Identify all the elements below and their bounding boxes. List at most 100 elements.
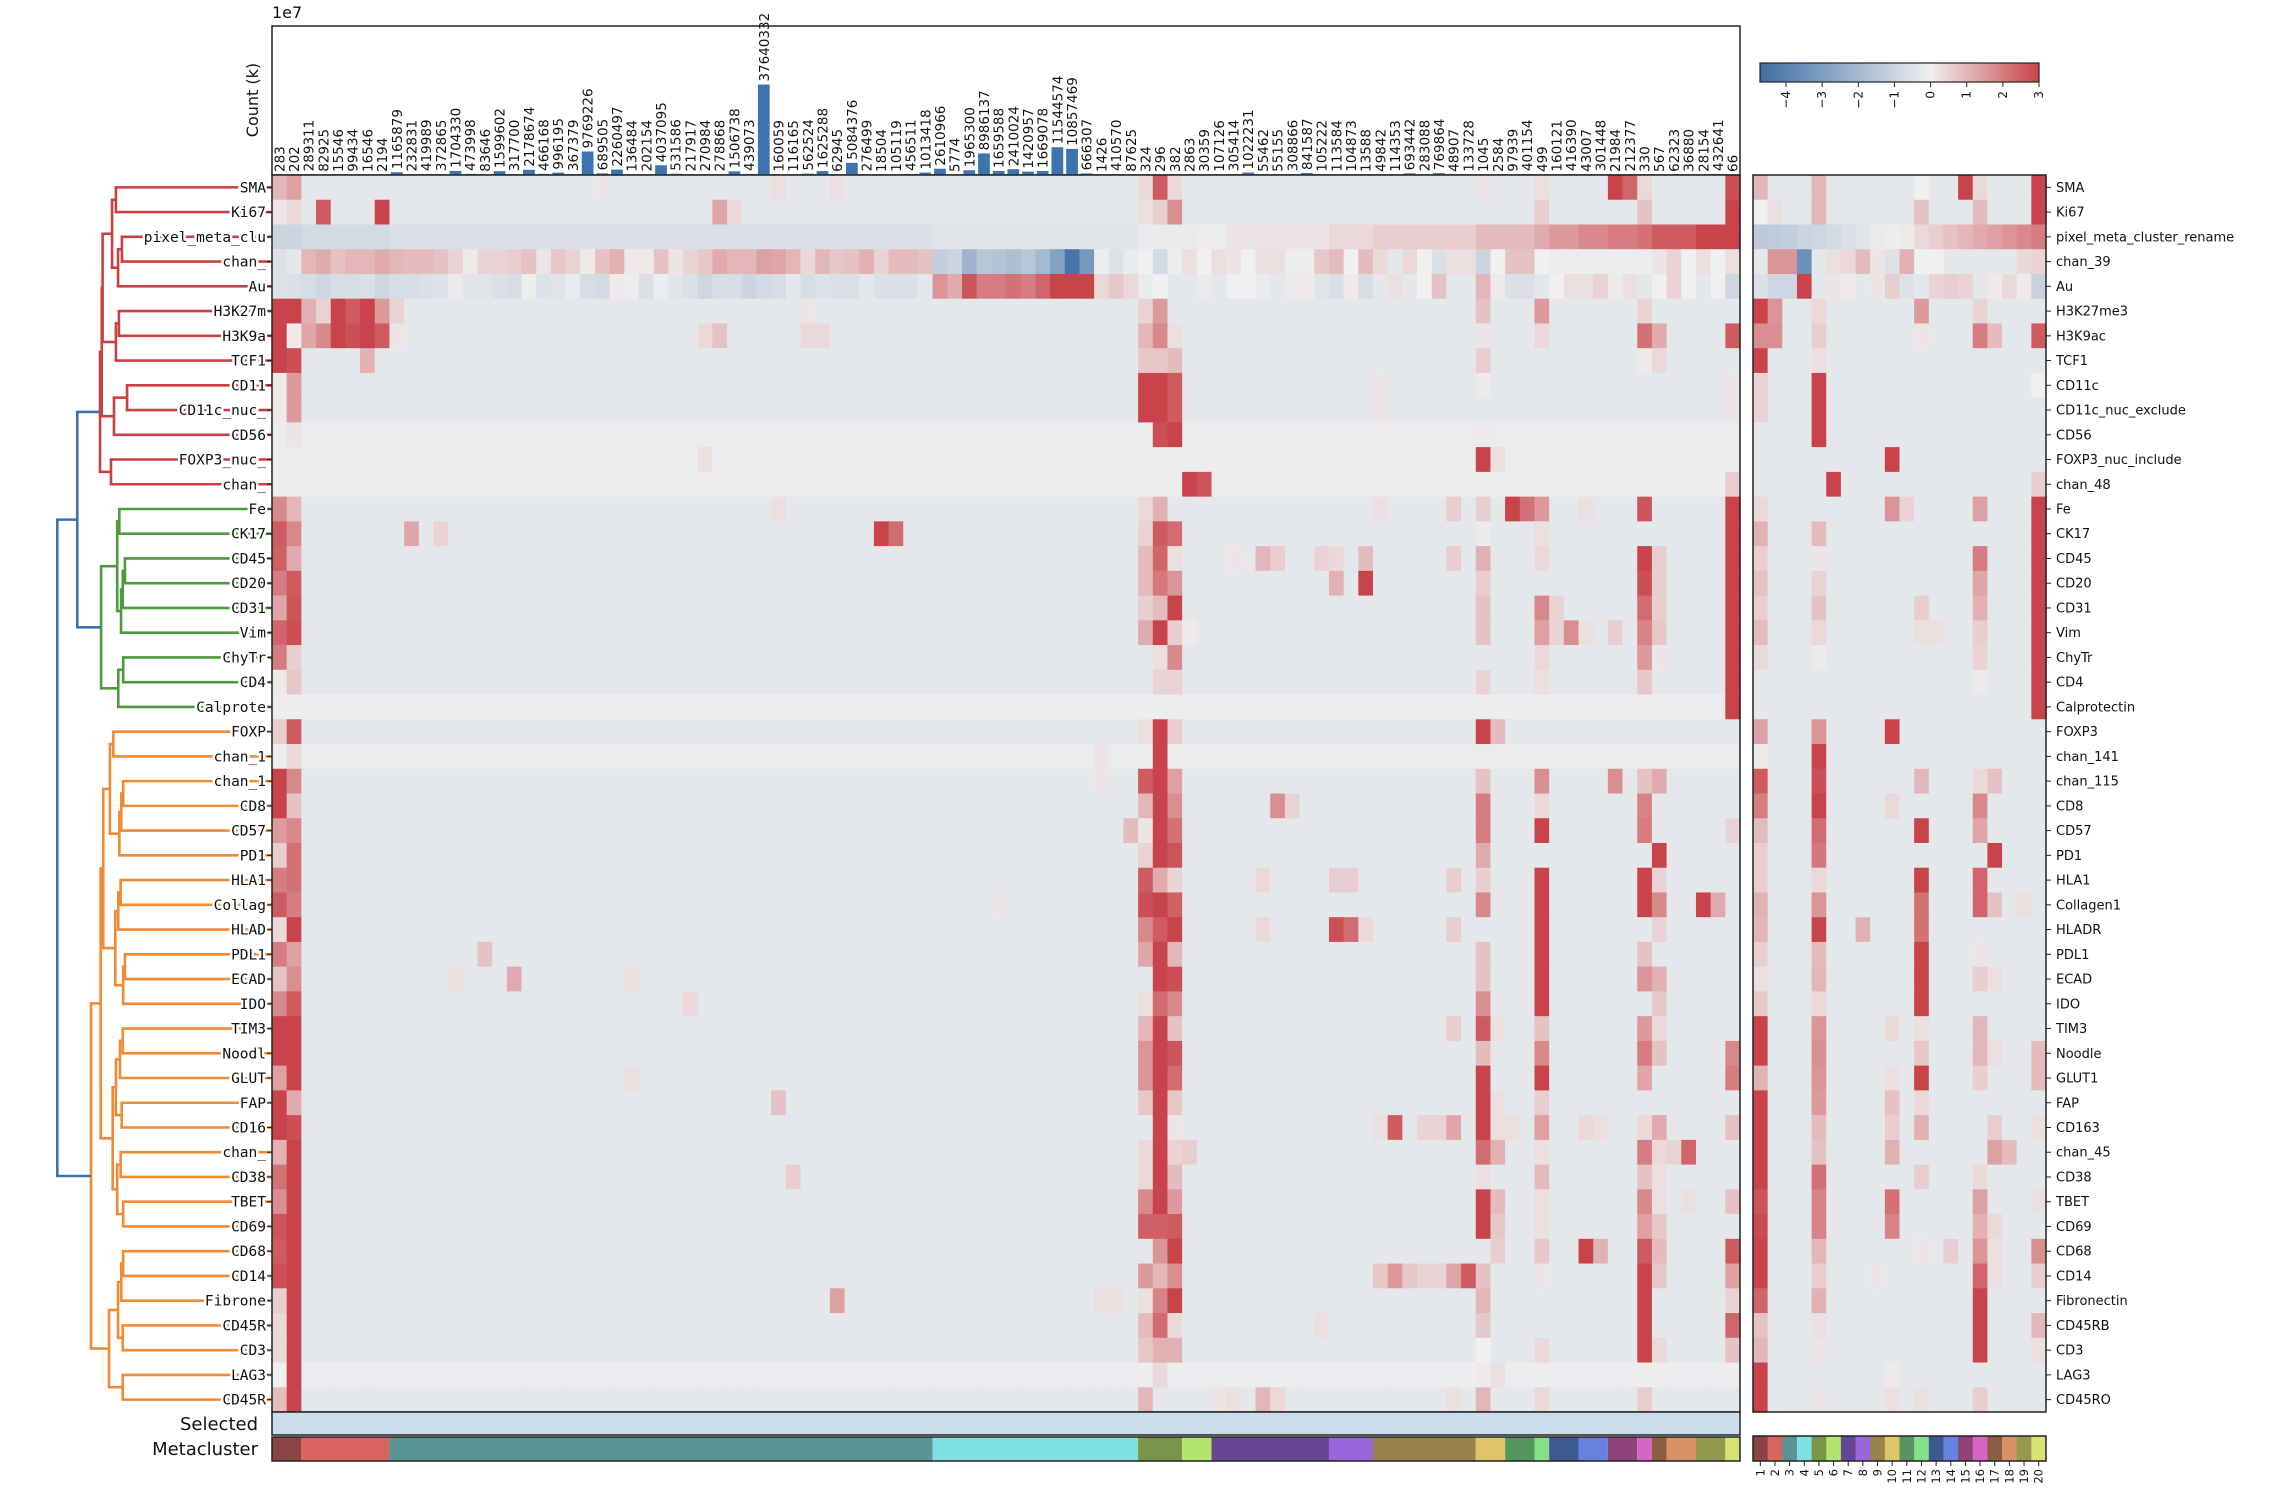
heatmap-cell: [433, 1288, 449, 1314]
heatmap-cell: [991, 1016, 1007, 1042]
heatmap-cell: [844, 273, 860, 300]
heatmap-cell: [492, 694, 508, 720]
heatmap-cell: [947, 570, 963, 597]
heatmap-cell: [1563, 249, 1580, 275]
heatmap-cell: [624, 1164, 640, 1190]
heatmap-cell: [844, 471, 860, 498]
heatmap-cell: [1725, 941, 1741, 968]
heatmap-cell: [1666, 447, 1682, 473]
heatmap-cell: [1681, 323, 1697, 349]
heatmap-cell: [624, 1313, 640, 1339]
heatmap-cell: [1167, 1115, 1183, 1141]
heatmap-cell: [800, 867, 816, 894]
heatmap-cell: [1211, 348, 1227, 374]
heatmap-cell: [1461, 1115, 1477, 1141]
heatmap-cell: [1211, 249, 1227, 275]
heatmap-cell: [1035, 397, 1051, 423]
heatmap-cell: [1681, 1016, 1697, 1042]
count-bar-label: 367379: [566, 120, 582, 172]
heatmap-cell: [1695, 818, 1712, 844]
heatmap-cell: [1461, 298, 1477, 325]
heatmap-cell: [976, 546, 992, 572]
count-bar-label: 372865: [434, 120, 450, 172]
heatmap-cell: [1563, 175, 1580, 201]
heatmap-cell: [1593, 422, 1609, 448]
heatmap-cell: [683, 892, 699, 918]
heatmap-cell: [1064, 372, 1080, 399]
heatmap-cell: [829, 397, 846, 423]
heatmap-cell: [844, 1214, 860, 1240]
heatmap-cell: [1196, 842, 1213, 869]
heatmap-cell: [1240, 595, 1257, 621]
heatmap-cell: [1373, 348, 1389, 374]
heatmap-cell: [1284, 1040, 1301, 1067]
heatmap-cell: [492, 224, 508, 250]
heatmap-cell: [1050, 1189, 1066, 1215]
heatmap-cell: [1006, 694, 1022, 720]
heatmap-cell: [1607, 768, 1624, 795]
heatmap-cell: [1167, 595, 1183, 621]
heatmap-cell: [888, 471, 904, 498]
heatmap-cell: [1593, 744, 1609, 770]
heatmap-cell: [639, 1040, 655, 1067]
heatmap-cell: [873, 1115, 890, 1141]
heatmap-cell: [594, 768, 611, 795]
heatmap-cell: [1446, 867, 1462, 894]
heatmap-cell: [1695, 645, 1712, 671]
heatmap-cell: [873, 941, 890, 968]
heatmap-cell: [829, 867, 846, 894]
heatmap-cell: [683, 348, 699, 374]
heatmap-cell: [550, 175, 567, 201]
heatmap-cell: [506, 1065, 523, 1091]
heatmap-cell: [389, 298, 405, 325]
heatmap-cell: [624, 595, 640, 621]
heatmap-cell: [1622, 1214, 1638, 1240]
heatmap-cell: [1255, 546, 1271, 572]
heatmap-cell: [1505, 570, 1521, 597]
heatmap-cell: [1461, 199, 1477, 226]
heatmap-cell: [492, 1164, 508, 1190]
heatmap-cell: [1578, 546, 1594, 572]
heatmap-cell: [829, 1288, 846, 1314]
heatmap-cell: [624, 1040, 640, 1067]
heatmap-cell: [1505, 273, 1521, 300]
heatmap-cell: [771, 669, 787, 696]
heatmap-cell: [565, 397, 581, 423]
heatmap-cell: [418, 991, 435, 1017]
heatmap-cell: [1505, 496, 1521, 522]
heatmap-cell: [1431, 1164, 1447, 1190]
heatmap-cell: [1637, 323, 1653, 349]
heatmap-cell: [873, 1090, 890, 1116]
heatmap-cell: [1607, 273, 1624, 300]
heatmap-cell: [1094, 694, 1110, 720]
heatmap-cell: [1152, 595, 1169, 621]
heatmap-cell: [1578, 1040, 1594, 1067]
heatmap-cell: [565, 447, 581, 473]
heatmap-cell: [1578, 1263, 1594, 1289]
heatmap-cell: [1299, 1040, 1315, 1067]
heatmap-cell: [1050, 521, 1066, 547]
heatmap-cell: [389, 175, 405, 201]
heatmap-cell: [550, 249, 567, 275]
heatmap-cell: [418, 175, 435, 201]
heatmap-cell: [727, 892, 743, 918]
heatmap-cell: [1284, 867, 1301, 894]
heatmap-cell: [580, 298, 596, 325]
heatmap-cell: [1549, 372, 1565, 399]
heatmap-cell: [1431, 991, 1447, 1017]
heatmap-cell: [668, 1214, 684, 1240]
heatmap-cell: [580, 1090, 596, 1116]
heatmap-cell: [712, 991, 728, 1017]
heatmap-cell: [1064, 447, 1080, 473]
heatmap-cell: [1064, 298, 1080, 325]
heatmap-cell: [462, 175, 479, 201]
heatmap-cell: [1196, 793, 1213, 819]
heatmap-cell: [1490, 298, 1506, 325]
heatmap-cell: [1138, 1139, 1154, 1166]
heatmap-cell: [1138, 496, 1154, 522]
heatmap-cell: [1578, 199, 1594, 226]
heatmap-cell: [1695, 397, 1712, 423]
heatmap-cell: [448, 917, 464, 943]
heatmap-cell: [1182, 1090, 1198, 1116]
heatmap-cell: [859, 595, 875, 621]
